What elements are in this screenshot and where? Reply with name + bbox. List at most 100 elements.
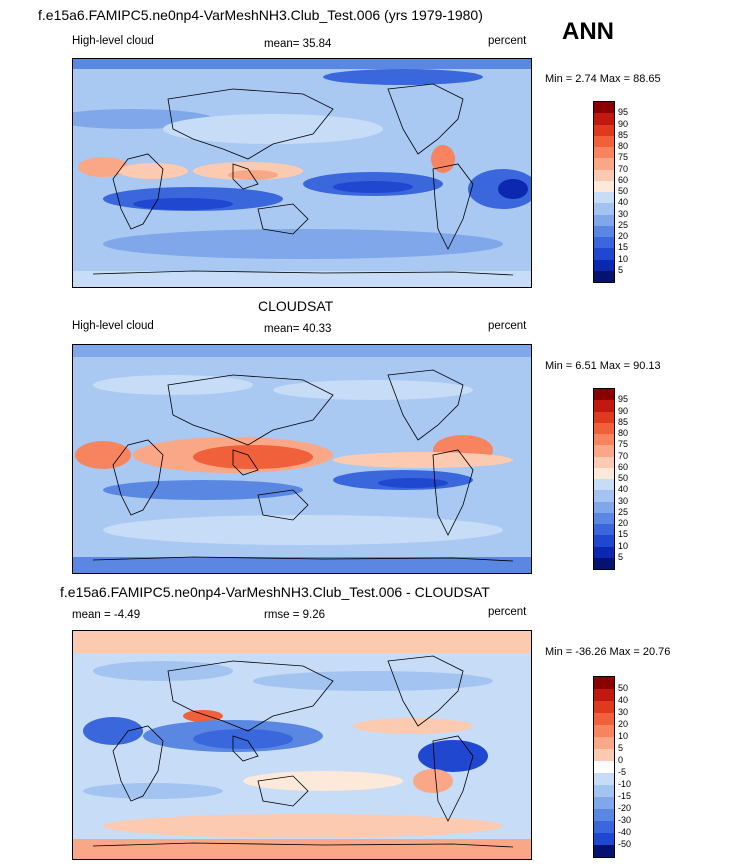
coastline-path <box>112 439 164 516</box>
colorbar-tick-label: 10 <box>618 253 629 264</box>
colorbar-swatch <box>594 809 614 821</box>
colorbar-tick-label: 40 <box>618 695 629 705</box>
colorbar-swatch <box>594 490 614 502</box>
colorbar-tick-label: 50 <box>618 186 629 196</box>
panel1-max-value: 88.65 <box>633 73 661 85</box>
colorbar-swatch <box>594 135 614 147</box>
colorbar-tick-label: 15 <box>618 242 629 253</box>
colorbar-swatch <box>594 501 614 513</box>
coastline-path <box>257 203 309 235</box>
colorbar-tick-label: 70 <box>618 450 629 461</box>
colorbar-swatch <box>594 248 614 260</box>
coastline-path <box>257 775 309 807</box>
panel2-map-field <box>73 345 531 573</box>
coastline-path <box>432 735 474 822</box>
colorbar-tick-label: -5 <box>618 767 627 777</box>
panel1-map <box>72 58 532 288</box>
colorbar-tick-label: 30 <box>618 208 629 219</box>
colorbar-swatch <box>594 158 614 170</box>
colorbar-swatch <box>594 102 614 114</box>
colorbar-tick-label: 95 <box>618 394 629 405</box>
panel2-max-label: Max = <box>599 360 631 372</box>
colorbar-swatch <box>594 479 614 491</box>
panel3-minmax: Min = -36.26 Max = 20.76 <box>545 646 670 658</box>
panel1-mean-label: mean= 35.84 <box>264 38 332 50</box>
colorbar-tick-label: 20 <box>618 518 629 528</box>
colorbar-swatch <box>594 713 614 725</box>
colorbar-tick-label: 30 <box>618 707 629 717</box>
colorbar-tick-label: 25 <box>618 506 629 517</box>
colorbar-swatch <box>594 434 614 446</box>
coastline-path <box>387 83 464 155</box>
colorbar-swatch <box>594 214 614 226</box>
colorbar-tick-label: 75 <box>618 152 629 163</box>
coastline-path <box>167 660 334 732</box>
panel2-minmax: Min = 6.51 Max = 90.13 <box>545 360 661 372</box>
colorbar-tick-label: 70 <box>618 163 629 174</box>
panel1-title: f.e15a6.FAMIPC5.ne0np4-VarMeshNH3.Club_T… <box>38 7 483 23</box>
colorbar-swatch <box>594 821 614 833</box>
colorbar-tick-label: 80 <box>618 141 629 151</box>
panel2-colorbar <box>593 388 615 570</box>
colorbar-swatch <box>594 192 614 204</box>
colorbar-tick-label: 0 <box>618 755 624 765</box>
panel3-min-label: Min = <box>545 646 573 658</box>
coastline-path <box>92 270 514 276</box>
colorbar-swatch <box>594 797 614 809</box>
colorbar-swatch <box>594 169 614 181</box>
coastline-path <box>432 449 474 536</box>
panel3-max-label: Max = <box>609 646 640 658</box>
colorbar-tick-label: 80 <box>618 428 629 438</box>
panel2-min-label: Min = <box>545 360 573 372</box>
panel3-max-value: 20.76 <box>642 646 671 658</box>
colorbar-swatch <box>594 761 614 773</box>
colorbar-tick-label: 15 <box>618 529 629 540</box>
colorbar-swatch <box>594 113 614 125</box>
colorbar-swatch <box>594 411 614 423</box>
coastline-path <box>112 153 164 230</box>
colorbar-swatch <box>594 467 614 479</box>
coastline-path <box>92 842 514 848</box>
panel2-units-label: percent <box>488 320 527 332</box>
colorbar-swatch <box>594 445 614 457</box>
colorbar-swatch <box>594 124 614 136</box>
colorbar-swatch <box>594 270 614 282</box>
colorbar-swatch <box>594 203 614 215</box>
colorbar-swatch <box>594 737 614 749</box>
colorbar-swatch <box>594 180 614 192</box>
panel2-min-value: 6.51 <box>575 360 597 372</box>
colorbar-swatch <box>594 389 614 401</box>
colorbar-tick-label: -40 <box>618 827 632 837</box>
colorbar-swatch <box>594 701 614 713</box>
colorbar-tick-label: -20 <box>618 803 632 813</box>
colorbar-tick-label: 5 <box>618 264 624 275</box>
colorbar-tick-label: 90 <box>618 405 629 416</box>
colorbar-swatch <box>594 422 614 434</box>
colorbar-swatch <box>594 237 614 249</box>
colorbar-tick-label: 85 <box>618 416 629 427</box>
colorbar-tick-label: 75 <box>618 439 629 450</box>
colorbar-tick-label: 60 <box>618 461 629 472</box>
panel2-title: CLOUDSAT <box>258 298 334 314</box>
coastline-path <box>92 556 514 562</box>
coastline-path <box>232 163 259 190</box>
colorbar-tick-label: 5 <box>618 551 624 562</box>
colorbar-tick-label: 30 <box>618 495 629 506</box>
panel1-min-value: 2.74 <box>575 73 597 85</box>
panel3-map <box>72 630 532 860</box>
colorbar-tick-label: 10 <box>618 731 629 741</box>
colorbar-swatch <box>594 833 614 845</box>
colorbar-tick-label: 95 <box>618 107 629 118</box>
colorbar-swatch <box>594 225 614 237</box>
panel2-max-value: 90.13 <box>633 360 661 372</box>
panel3-mean-label: mean = -4.49 <box>72 609 141 621</box>
colorbar-swatch <box>594 689 614 701</box>
colorbar-swatch <box>594 546 614 558</box>
colorbar-swatch <box>594 785 614 797</box>
colorbar-tick-label: 20 <box>618 719 629 729</box>
colorbar-tick-label: 5 <box>618 743 624 753</box>
panel1-max-label: Max = <box>599 73 631 85</box>
colorbar-tick-label: -10 <box>618 779 632 789</box>
colorbar-tick-label: 90 <box>618 118 629 129</box>
panel2-mean-label: mean= 40.33 <box>264 323 332 335</box>
